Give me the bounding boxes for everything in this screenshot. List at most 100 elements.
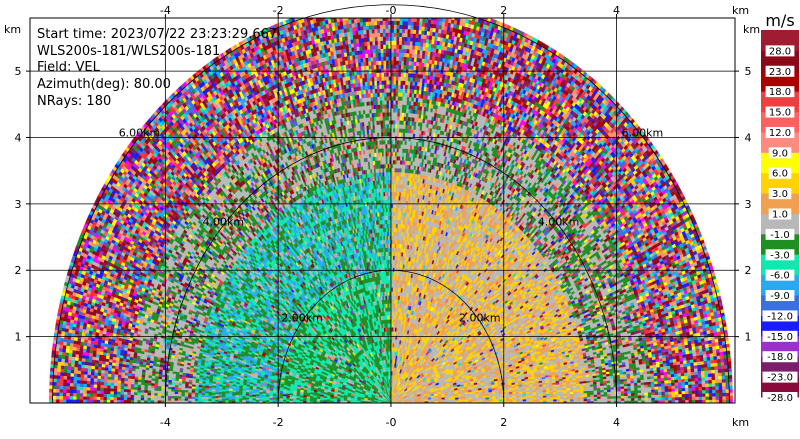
velocity-cell	[273, 396, 277, 398]
velocity-cell	[388, 268, 390, 272]
velocity-cell	[293, 399, 297, 401]
velocity-cell	[333, 400, 337, 402]
velocity-cell	[392, 280, 394, 284]
velocity-cell	[386, 272, 388, 276]
velocity-cell	[392, 272, 394, 276]
velocity-cell	[396, 256, 398, 260]
velocity-cell	[394, 280, 396, 284]
velocity-cell	[394, 256, 396, 260]
velocity-cell	[386, 260, 388, 264]
velocity-cell	[276, 397, 279, 399]
velocity-cell	[279, 395, 283, 397]
velocity-cell	[330, 397, 334, 399]
velocity-cell	[389, 260, 391, 264]
velocity-cell	[392, 355, 394, 359]
velocity-cell	[306, 400, 309, 402]
velocity-cell	[283, 398, 286, 400]
velocity-cell	[290, 399, 293, 401]
velocity-cell	[387, 264, 389, 268]
velocity-cell	[283, 400, 286, 402]
velocity-cell	[293, 400, 296, 402]
velocity-cell	[385, 276, 387, 280]
velocity-cell	[334, 399, 337, 401]
velocity-cell	[392, 327, 394, 331]
velocity-cell	[393, 307, 395, 311]
velocity-cell	[393, 300, 395, 304]
velocity-cell	[296, 398, 300, 400]
velocity-cell	[276, 399, 279, 401]
velocity-cell	[388, 276, 390, 280]
velocity-cell	[340, 399, 344, 401]
velocity-cell	[389, 303, 391, 307]
velocity-cell	[392, 359, 394, 363]
velocity-cell	[330, 399, 333, 401]
velocity-cell	[389, 264, 391, 268]
velocity-cell	[266, 400, 269, 402]
velocity-cell	[347, 398, 351, 400]
velocity-cell	[393, 351, 395, 355]
velocity-cell	[393, 276, 395, 280]
velocity-cell	[506, 399, 509, 401]
velocity-cell	[392, 323, 394, 327]
velocity-cell	[387, 256, 389, 260]
velocity-cell	[392, 335, 394, 339]
velocity-cell	[393, 268, 395, 272]
velocity-cell	[393, 284, 395, 288]
velocity-cell	[391, 319, 393, 323]
velocity-cell	[503, 399, 506, 401]
velocity-cell	[387, 284, 389, 288]
velocity-cell	[516, 399, 519, 401]
velocity-cell	[393, 327, 395, 331]
velocity-cell	[389, 284, 391, 288]
velocity-cell	[323, 400, 326, 402]
velocity-cell	[394, 292, 396, 296]
velocity-cell	[503, 397, 507, 399]
velocity-cell	[509, 397, 512, 399]
velocity-cell	[393, 315, 395, 319]
velocity-cell	[389, 323, 391, 327]
velocity-cell	[320, 400, 323, 402]
velocity-cell	[279, 399, 282, 401]
velocity-cell	[394, 260, 396, 264]
velocity-cell	[266, 395, 269, 397]
velocity-cell	[389, 296, 391, 300]
velocity-cell	[283, 396, 286, 398]
velocity-cell	[393, 339, 395, 343]
velocity-cell	[513, 399, 517, 401]
velocity-cell	[387, 276, 389, 280]
velocity-cell	[387, 272, 389, 276]
velocity-cell	[393, 319, 395, 323]
velocity-cell	[392, 264, 394, 268]
velocity-cell	[290, 397, 293, 399]
velocity-cell	[269, 396, 273, 398]
velocity-cell	[392, 303, 394, 307]
velocity-cell	[320, 399, 324, 401]
velocity-cell	[391, 256, 393, 260]
velocity-cell	[392, 260, 394, 264]
velocity-cell	[388, 288, 390, 292]
velocity-cell	[350, 400, 353, 402]
velocity-cell	[392, 311, 394, 315]
velocity-cell	[397, 260, 399, 264]
velocity-cell	[313, 399, 317, 401]
velocity-cell	[496, 397, 499, 399]
velocity-cell	[303, 399, 306, 401]
velocity-cell	[393, 256, 395, 260]
velocity-cell	[391, 276, 393, 280]
velocity-cell	[388, 260, 390, 264]
velocity-cell	[279, 400, 282, 402]
velocity-cell	[303, 397, 307, 399]
velocity-cell	[337, 400, 341, 402]
velocity-cell	[509, 399, 512, 401]
velocity-cell	[273, 398, 276, 400]
velocity-cell	[386, 284, 388, 288]
velocity-cell	[394, 304, 396, 308]
velocity-cell	[386, 268, 388, 272]
velocity-cell	[393, 331, 395, 335]
velocity-cell	[286, 398, 289, 400]
velocity-cell	[389, 272, 391, 276]
velocity-cell	[266, 399, 269, 401]
velocity-cell	[388, 256, 390, 260]
velocity-cell	[317, 399, 321, 401]
